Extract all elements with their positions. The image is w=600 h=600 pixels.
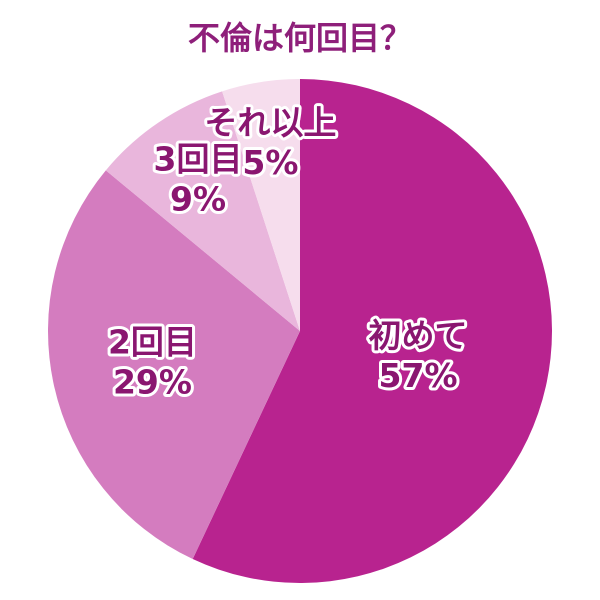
pie-slice xyxy=(105,91,301,331)
slice-label: 初めて xyxy=(369,316,468,355)
slice-label: それ以上 xyxy=(204,103,336,142)
pie-slice xyxy=(222,79,300,331)
slice-value-label: 9% xyxy=(170,179,226,218)
slice-label: 3回目 xyxy=(154,139,243,178)
pie-slice xyxy=(192,79,552,583)
slice-value-label: 5% xyxy=(242,143,298,182)
slice-label: 2回目 xyxy=(108,322,197,361)
pie-slice xyxy=(47,170,300,560)
slice-value-label: 29% xyxy=(113,362,192,401)
chart-title: 不倫は何回目？ xyxy=(188,19,412,57)
slice-value-label: 57% xyxy=(379,356,458,395)
